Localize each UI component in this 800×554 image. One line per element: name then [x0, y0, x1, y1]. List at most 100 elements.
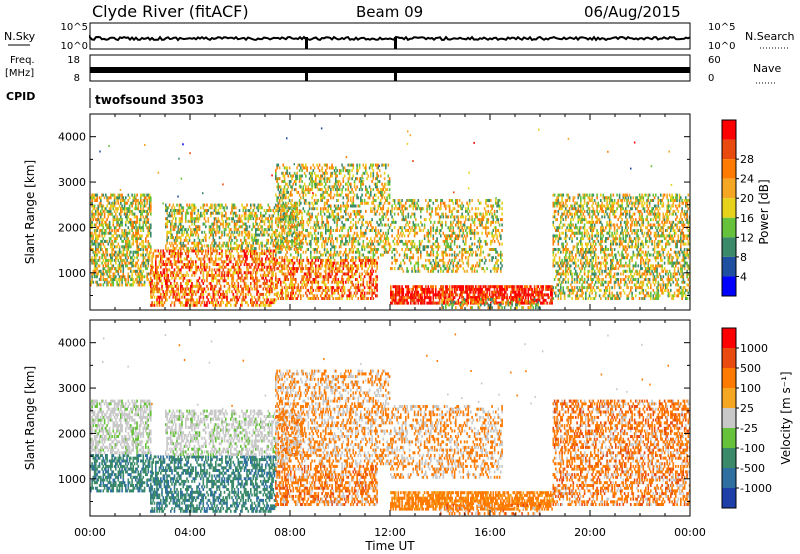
power-cell — [402, 298, 405, 302]
power-cell — [162, 268, 165, 272]
power-cell — [155, 265, 157, 269]
power-cell — [146, 218, 148, 222]
power-cell — [286, 209, 288, 213]
power-cell — [327, 209, 330, 213]
power-cell — [376, 283, 378, 287]
power-cell — [403, 298, 406, 302]
power-cell — [102, 193, 105, 197]
power-cell — [268, 233, 271, 237]
power-cell — [123, 212, 126, 216]
power-cell — [117, 218, 120, 222]
power-cell — [336, 267, 338, 271]
power-cell — [120, 264, 122, 268]
power-cell — [172, 287, 175, 291]
power-cell — [188, 249, 191, 253]
power-cell — [128, 239, 131, 243]
power-cell — [316, 256, 318, 260]
power-cell — [255, 217, 257, 221]
power-cell — [322, 193, 325, 197]
power-cell — [360, 283, 362, 287]
power-cell — [181, 301, 183, 305]
power-cell — [317, 267, 320, 271]
power-cell — [256, 252, 258, 256]
power-cell — [173, 271, 176, 275]
power-cell — [202, 292, 205, 296]
power-cell — [371, 209, 373, 213]
power-cell — [183, 273, 186, 277]
power-cell — [175, 254, 177, 258]
power-cell — [395, 301, 397, 305]
power-cell — [328, 166, 331, 170]
power-cell — [93, 239, 96, 243]
power-cell — [105, 193, 107, 197]
power-cell — [172, 209, 175, 212]
power-cell — [226, 241, 228, 245]
power-cell — [283, 207, 286, 211]
power-cell — [371, 261, 373, 265]
power-cell — [256, 303, 258, 307]
power-cell — [213, 228, 216, 232]
power-cell — [107, 269, 110, 273]
power-cell — [293, 223, 296, 227]
power-cell — [387, 182, 390, 186]
power-cell — [143, 209, 146, 213]
power-cell — [336, 218, 338, 222]
power-cell — [261, 206, 263, 210]
power-cell — [128, 283, 131, 287]
power-cell — [280, 297, 282, 300]
power-cell — [213, 209, 216, 212]
power-cell — [310, 267, 312, 271]
power-cell — [335, 188, 337, 192]
power-cell — [366, 283, 368, 287]
power-cell — [146, 212, 148, 216]
power-cell — [138, 278, 141, 281]
power-cell — [138, 220, 141, 224]
power-cell — [302, 294, 305, 298]
power-cell — [211, 268, 213, 272]
power-cell — [166, 282, 168, 285]
power-cell — [290, 297, 292, 300]
power-cell — [100, 204, 102, 208]
power-cell — [92, 193, 95, 197]
power-cell — [126, 231, 128, 235]
power-cell — [342, 234, 345, 238]
power-cell — [285, 278, 287, 281]
power-cell — [152, 292, 155, 296]
power-cell — [91, 212, 93, 216]
power-cell — [135, 199, 137, 202]
power-cell — [278, 190, 281, 194]
power-cell — [166, 225, 168, 229]
power-cell — [328, 229, 331, 232]
power-cell — [108, 269, 111, 273]
power-cell — [108, 223, 111, 227]
power-cell — [350, 199, 352, 202]
power-cell — [305, 229, 307, 232]
power-cell — [318, 177, 321, 181]
power-cell — [270, 225, 272, 229]
power-cell — [183, 295, 186, 299]
power-cell — [261, 257, 263, 261]
power-cell — [363, 269, 366, 273]
power-cell — [313, 297, 316, 300]
power-cell — [221, 265, 223, 269]
power-cell — [343, 272, 346, 276]
power-cell — [315, 182, 317, 186]
power-cell — [235, 247, 237, 251]
power-cell — [122, 196, 125, 200]
power-cell — [210, 257, 212, 261]
power-cell — [121, 207, 123, 211]
power-cell — [337, 297, 340, 300]
power-cell — [275, 193, 277, 197]
power-cell — [168, 203, 171, 207]
power-cell — [256, 254, 258, 258]
power-cell — [316, 242, 318, 246]
power-cell — [151, 301, 153, 305]
power-cell — [166, 268, 168, 272]
power-cell — [278, 201, 281, 205]
power-cell — [407, 301, 410, 305]
power-cell — [361, 220, 363, 224]
power-cell — [96, 234, 98, 238]
power-cell — [261, 265, 263, 269]
power-cell — [162, 303, 165, 307]
power-cell — [348, 174, 351, 178]
